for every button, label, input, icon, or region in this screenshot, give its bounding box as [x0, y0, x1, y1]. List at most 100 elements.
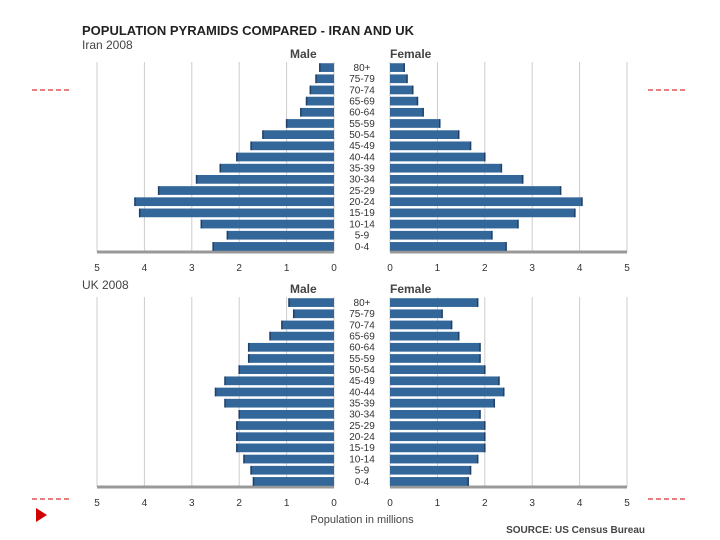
age-group-label: 35-39: [349, 399, 375, 410]
age-group-label: 60-64: [349, 108, 375, 119]
age-group-label: 0-4: [355, 242, 370, 253]
age-group-label: 30-34: [349, 175, 375, 186]
x-tick-label: 3: [529, 263, 535, 274]
female-bar: [390, 242, 507, 251]
age-group-label: 75-79: [349, 309, 375, 320]
x-tick-label: 4: [142, 263, 148, 274]
male-bar: [158, 186, 334, 195]
x-tick-label: 1: [435, 263, 441, 274]
male-bar: [201, 219, 334, 229]
female-bar: [390, 163, 502, 173]
male-bar: [239, 365, 334, 375]
x-tick-label: 0: [387, 263, 393, 274]
x-tick-label: 3: [529, 498, 535, 509]
age-group-label: 80+: [354, 298, 371, 309]
female-bar: [390, 141, 471, 151]
male-header: Male: [290, 47, 317, 61]
male-bar: [243, 454, 334, 464]
male-bar: [227, 230, 334, 240]
panel-title: UK 2008: [82, 278, 129, 292]
male-bar: [236, 443, 334, 453]
age-group-label: 15-19: [349, 208, 375, 219]
x-tick-label: 4: [142, 498, 148, 509]
female-bar: [390, 398, 495, 408]
female-bar: [390, 409, 481, 419]
age-group-label: 20-24: [349, 197, 375, 208]
age-group-label: 5-9: [355, 231, 370, 242]
x-tick-label: 0: [331, 498, 337, 509]
female-bar: [390, 443, 485, 453]
female-bar: [390, 320, 452, 330]
male-bar: [134, 197, 334, 207]
male-bar: [248, 354, 334, 363]
male-bar: [213, 242, 334, 251]
x-tick-label: 5: [624, 498, 630, 509]
male-bar: [315, 74, 334, 84]
female-bar: [390, 130, 459, 140]
age-group-label: 70-74: [349, 320, 375, 331]
male-bar: [220, 163, 334, 173]
male-bar: [319, 63, 334, 72]
chart-title: POPULATION PYRAMIDS COMPARED - IRAN AND …: [82, 23, 415, 38]
female-bar: [390, 365, 485, 375]
male-bar: [288, 298, 334, 307]
age-group-label: 50-54: [349, 130, 375, 141]
age-group-label: 80+: [354, 63, 371, 74]
panel-title: Iran 2008: [82, 38, 133, 52]
female-bar: [390, 465, 471, 475]
x-tick-label: 2: [236, 498, 242, 509]
male-bar: [251, 141, 334, 151]
male-bar: [215, 387, 334, 397]
male-bar: [139, 208, 334, 218]
age-group-label: 75-79: [349, 74, 375, 85]
age-group-label: 65-69: [349, 96, 375, 107]
x-tick-label: 5: [624, 263, 630, 274]
female-bar: [390, 331, 459, 341]
source-note: SOURCE: US Census Bureau: [506, 525, 645, 536]
x-tick-label: 2: [482, 263, 488, 274]
female-bar: [390, 477, 469, 486]
age-group-label: 10-14: [349, 454, 375, 465]
female-bar: [390, 309, 443, 319]
age-group-label: 55-59: [349, 119, 375, 130]
male-bar: [270, 331, 334, 341]
female-bar: [390, 174, 523, 184]
female-bar: [390, 230, 492, 240]
age-group-label: 20-24: [349, 432, 375, 443]
x-axis-label: Population in millions: [310, 514, 414, 526]
age-group-label: 40-44: [349, 152, 375, 163]
female-bar: [390, 186, 561, 195]
female-header: Female: [390, 47, 432, 61]
age-group-label: 45-49: [349, 376, 375, 387]
female-bar: [390, 85, 413, 95]
male-bar: [281, 320, 334, 330]
female-bar: [390, 96, 418, 106]
age-group-label: 30-34: [349, 410, 375, 421]
male-bar: [248, 342, 334, 352]
age-group-label: 70-74: [349, 85, 375, 96]
x-tick-label: 5: [94, 498, 100, 509]
age-group-label: 5-9: [355, 466, 370, 477]
female-bar: [390, 152, 485, 162]
female-bar: [390, 354, 481, 363]
male-bar: [196, 174, 334, 184]
male-bar: [236, 152, 334, 162]
age-group-label: 25-29: [349, 421, 375, 432]
age-group-label: 65-69: [349, 331, 375, 342]
female-bar: [390, 298, 478, 307]
female-bar: [390, 119, 440, 128]
male-bar: [286, 119, 334, 128]
next-slide-arrow-icon[interactable]: [36, 508, 47, 522]
age-group-label: 40-44: [349, 387, 375, 398]
male-bar: [293, 309, 334, 319]
female-bar: [390, 197, 582, 207]
x-tick-label: 1: [284, 263, 290, 274]
male-bar: [253, 477, 334, 486]
x-tick-label: 2: [236, 263, 242, 274]
x-tick-label: 3: [189, 498, 195, 509]
age-group-label: 25-29: [349, 186, 375, 197]
age-group-label: 35-39: [349, 164, 375, 175]
age-group-label: 15-19: [349, 443, 375, 454]
female-bar: [390, 454, 478, 464]
x-tick-label: 4: [577, 498, 583, 509]
